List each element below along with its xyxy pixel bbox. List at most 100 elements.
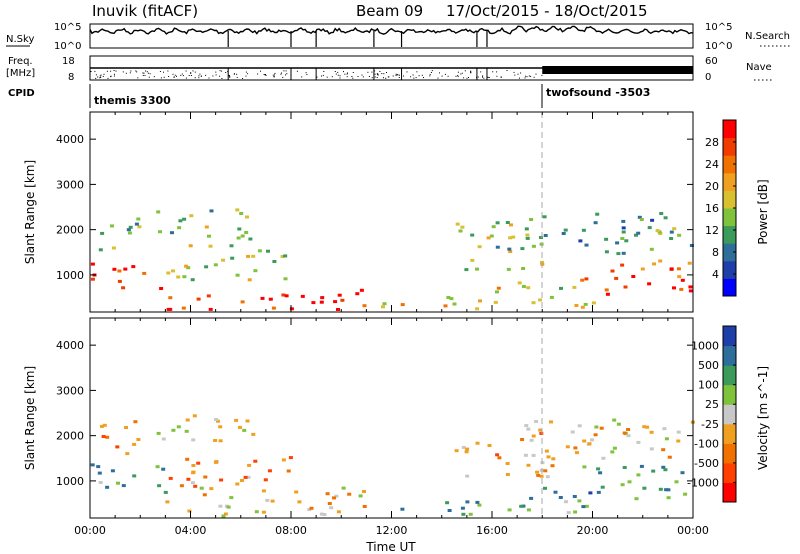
colorbar-segment [723,278,736,297]
echo-cell [219,478,224,482]
echo-cell [543,486,547,490]
echo-cell [676,430,681,434]
echo-cell [100,231,105,235]
nave-dot [208,77,210,79]
nave-tick-top: 60 [705,56,718,67]
echo-cell [517,281,522,285]
echo-cell [294,490,299,494]
nave-dot [513,71,515,73]
echo-cell [664,437,669,441]
echo-cell [270,499,275,503]
echo-cell [465,474,470,478]
nave-dot [423,77,424,79]
echo-cell [191,470,196,474]
echo-cell [327,502,332,505]
nave-dot [421,74,423,76]
echo-cell [664,488,669,492]
echo-cell [672,286,676,290]
echo-cell [111,246,116,250]
echo-cell [156,210,161,214]
echo-cell [117,279,122,283]
echo-cell [281,458,286,462]
echo-cell [213,460,218,464]
nave-dot [242,78,244,79]
y-tick-label: 1000 [56,475,84,488]
nave-dot [347,72,348,74]
x-tick-label: 20:00 [577,524,609,537]
echo-cell [136,217,141,221]
echo-cell [179,484,184,488]
echo-cell [460,506,465,510]
echo-cell [493,300,498,304]
echo-cell [621,230,626,234]
echo-cell [246,254,251,258]
echo-cell [525,233,530,237]
echo-cell [545,475,550,479]
echo-cell [117,269,122,273]
nave-dot [94,70,96,72]
echo-cell [240,234,245,238]
nave-dot [374,73,376,75]
echo-cell [132,474,137,478]
echo-cell [266,249,270,253]
nave-dot [337,71,339,73]
echo-cell [658,232,663,235]
cpid-segment-2: twofsound -3503 [546,86,650,99]
echo-cell [112,267,117,271]
beam-label: Beam 09 [356,2,423,20]
nave-dot [212,75,214,77]
echo-cell [604,288,609,292]
nave-dot [444,73,446,75]
nave-dot [437,77,439,79]
echo-cell [464,450,469,454]
echo-cell [687,261,692,265]
echo-cell [651,469,656,473]
echo-cell [90,277,95,281]
x-tick-label: 08:00 [275,524,307,537]
echo-cell [497,456,502,460]
echo-cell [257,249,262,253]
echo-cell [666,496,671,500]
echo-cell [623,285,628,289]
echo-cell [187,509,192,513]
nave-dot [496,71,498,73]
echo-cell [531,244,536,248]
echo-cell [679,287,684,291]
nave-dot [344,73,346,75]
echo-cell [166,271,171,275]
echo-cell [551,457,556,461]
nave-dot [487,76,489,78]
echo-cell [549,295,554,299]
nave-band [542,66,693,74]
echo-cell [123,267,128,271]
echo-cell [525,236,530,240]
nave-dot [201,75,202,77]
echo-cell [221,258,225,262]
echo-cell [244,231,249,234]
echo-cell [639,464,644,468]
echo-cell [470,258,475,262]
echo-cell [521,267,526,270]
echo-cell [171,428,176,432]
nave-dot [245,75,247,77]
echo-cell [652,262,657,266]
nave-dot [263,74,265,75]
echo-cell [240,300,245,304]
nave-dot [535,73,537,75]
nave-dot [115,70,117,72]
echo-cell [688,289,693,293]
echo-cell [596,467,601,471]
nave-dot [149,73,151,75]
nave-dot [331,76,333,78]
echo-cell [240,479,244,482]
echo-cell [178,219,183,223]
nave-dot [306,74,308,76]
echo-cell [458,229,463,233]
echo-cell [253,269,258,273]
echo-cell [184,429,189,433]
echo-cell [506,267,511,271]
colorbar-tick-label: -1000 [687,476,719,489]
echo-cell [566,511,571,515]
power-ylabel: Slant Range [km] [23,160,37,264]
colorbar-segment [723,243,736,262]
